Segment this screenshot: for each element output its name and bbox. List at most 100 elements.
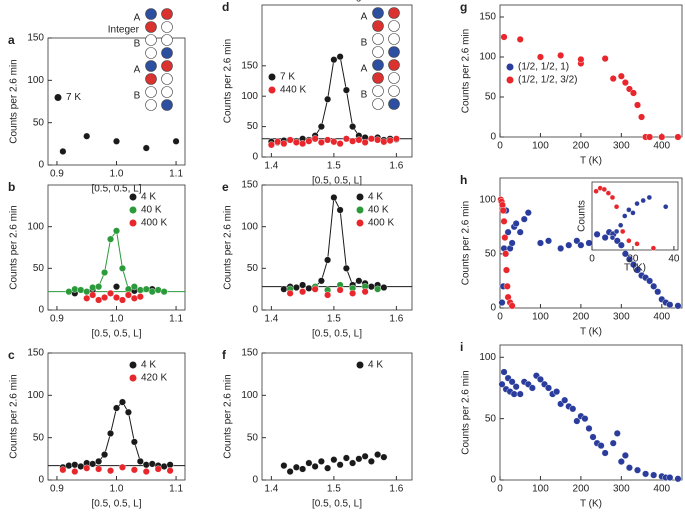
y-tick-label: 150 — [241, 60, 258, 71]
data-point — [136, 293, 144, 301]
fit-line — [62, 401, 171, 468]
data-point — [124, 291, 132, 299]
legend-label: 40 K — [141, 205, 162, 216]
panel-label: h — [460, 173, 467, 187]
legend-label: (1/2, 1/2, 1) — [518, 62, 569, 73]
data-point — [601, 55, 609, 63]
y-tick-label: 0 — [490, 475, 496, 486]
legend-label: 440 K — [280, 85, 306, 96]
data-point — [569, 405, 577, 413]
y-tick-label: 0 — [252, 152, 258, 163]
stack-label: B — [361, 38, 368, 49]
x-axis-label: [0.5, 0.5, L] — [312, 499, 362, 510]
data-point — [336, 461, 344, 469]
data-point — [634, 466, 642, 474]
data-point — [324, 256, 332, 264]
x-axis-label: [0.5, 0.5, L] — [91, 499, 141, 510]
data-point — [336, 286, 344, 294]
data-point — [130, 438, 138, 446]
data-point — [646, 194, 653, 201]
y-tick-label: 100 — [479, 352, 496, 363]
data-point — [561, 396, 569, 404]
y-tick-label: 0 — [490, 303, 496, 314]
legend-label: 4 K — [141, 192, 156, 203]
legend-marker — [268, 86, 276, 94]
data-point — [609, 75, 617, 83]
x-tick-label: 100 — [532, 141, 549, 152]
data-point — [573, 417, 581, 425]
atom — [145, 60, 157, 72]
data-point — [597, 442, 605, 450]
y-tick-label: 50 — [33, 432, 45, 443]
x-tick-label: 1.6 — [389, 484, 403, 495]
data-point — [380, 138, 388, 146]
data-point — [605, 190, 612, 196]
data-point — [508, 239, 516, 247]
legend-marker — [129, 361, 137, 369]
x-tick-label: 1.0 — [110, 314, 124, 325]
data-point — [374, 136, 382, 144]
stack-label: B — [134, 39, 141, 50]
y-tick-label: 100 — [27, 221, 44, 232]
data-point — [136, 286, 144, 294]
y-axis-label: Counts per 2.6 min — [461, 29, 472, 114]
data-point — [71, 285, 79, 293]
data-point — [71, 468, 79, 476]
data-point — [330, 456, 338, 464]
data-point — [553, 388, 561, 396]
data-point — [536, 375, 544, 383]
data-point — [311, 135, 319, 143]
x-tick-label: 400 — [653, 141, 670, 152]
x-tick-label: 0 — [589, 254, 595, 265]
data-point — [118, 264, 126, 272]
data-point — [593, 230, 601, 238]
data-point — [89, 284, 97, 292]
x-tick-label: 1.4 — [264, 314, 278, 325]
x-tick-label: 1.0 — [110, 169, 124, 180]
data-point — [621, 250, 629, 258]
data-point — [620, 228, 626, 235]
data-point — [305, 459, 313, 467]
data-point — [500, 33, 508, 41]
y-tick-label: 50 — [485, 248, 497, 259]
y-axis-label: Counts per 2.6 min — [461, 370, 472, 455]
y-axis-label: Counts per 2.6 min — [9, 59, 20, 144]
y-tick-label: 50 — [485, 413, 497, 424]
data-point — [573, 237, 581, 245]
data-point — [577, 241, 585, 249]
data-point — [646, 133, 654, 141]
data-point — [638, 113, 646, 121]
y-tick-label: 50 — [247, 263, 259, 274]
data-point — [148, 460, 156, 468]
data-point — [107, 235, 115, 243]
data-point — [630, 210, 636, 216]
data-point — [361, 138, 369, 146]
x-axis-label: T (K) — [580, 499, 602, 510]
data-point — [524, 209, 532, 217]
x-tick-label: 1.6 — [389, 314, 403, 325]
data-point — [577, 55, 585, 63]
data-point — [299, 140, 307, 148]
data-point — [634, 266, 642, 274]
data-point — [166, 461, 174, 469]
x-axis-label: T (K) — [624, 263, 646, 274]
atom — [372, 98, 384, 110]
y-tick-label: 100 — [241, 221, 258, 232]
data-point — [367, 135, 375, 143]
data-point — [674, 475, 682, 483]
data-point — [342, 135, 350, 143]
panel-title: Integer — [108, 25, 140, 36]
panel-label: i — [460, 340, 463, 354]
data-point — [557, 244, 565, 252]
legend-marker — [129, 206, 137, 214]
y-tick-label: 150 — [27, 33, 44, 44]
data-point — [292, 138, 300, 146]
data-point — [658, 133, 666, 141]
data-point — [501, 234, 509, 242]
data-point — [286, 468, 294, 476]
y-axis-label: Counts per 2.6 min — [9, 205, 20, 290]
data-point — [286, 289, 294, 297]
data-point — [83, 464, 91, 472]
legend-label: 7 K — [280, 72, 295, 83]
data-point — [130, 294, 138, 302]
